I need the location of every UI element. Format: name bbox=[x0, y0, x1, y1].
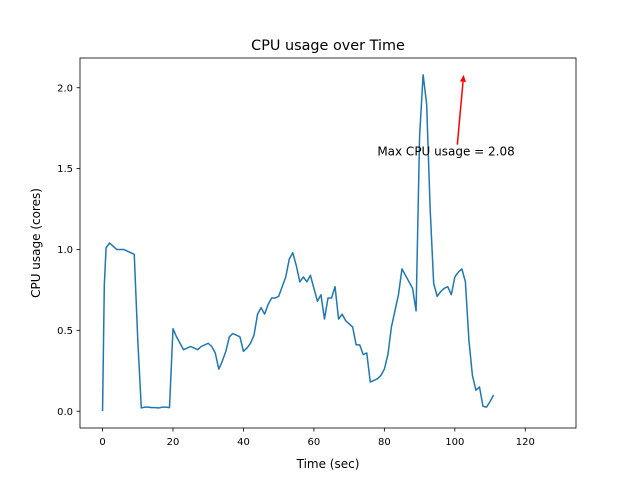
x-tick-label: 20 bbox=[167, 437, 180, 448]
chart-title: CPU usage over Time bbox=[251, 38, 405, 54]
x-tick-label: 40 bbox=[237, 437, 250, 448]
annotation-arrow-head bbox=[460, 74, 466, 83]
x-tick-label: 80 bbox=[378, 437, 391, 448]
y-axis-ticks: 0.0 0.5 1.0 1.5 2.0 bbox=[57, 83, 80, 418]
series-line-0 bbox=[101, 74, 495, 412]
x-tick-label: 60 bbox=[308, 437, 321, 448]
x-axis-label: Time (sec) bbox=[296, 457, 360, 471]
y-axis-label: CPU usage (cores) bbox=[29, 188, 43, 298]
plot-area-border bbox=[79, 57, 577, 429]
annotation-text: Max CPU usage = 2.08 bbox=[377, 145, 514, 159]
x-tick-label: 0 bbox=[99, 437, 105, 448]
y-tick-label: 0.5 bbox=[57, 326, 73, 337]
axes-frame bbox=[79, 57, 577, 429]
y-tick-label: 1.0 bbox=[57, 245, 73, 256]
y-tick-label: 2.0 bbox=[57, 83, 73, 94]
x-tick-label: 120 bbox=[516, 437, 535, 448]
annotation: Max CPU usage = 2.08 bbox=[377, 74, 515, 159]
x-tick-label: 100 bbox=[445, 437, 464, 448]
annotation-arrow-line bbox=[456, 81, 464, 145]
y-tick-label: 0.0 bbox=[57, 407, 73, 418]
y-tick-label: 1.5 bbox=[57, 164, 73, 175]
series-layer bbox=[101, 74, 495, 412]
x-axis-ticks: 0 20 40 60 80 100 120 bbox=[99, 428, 535, 448]
